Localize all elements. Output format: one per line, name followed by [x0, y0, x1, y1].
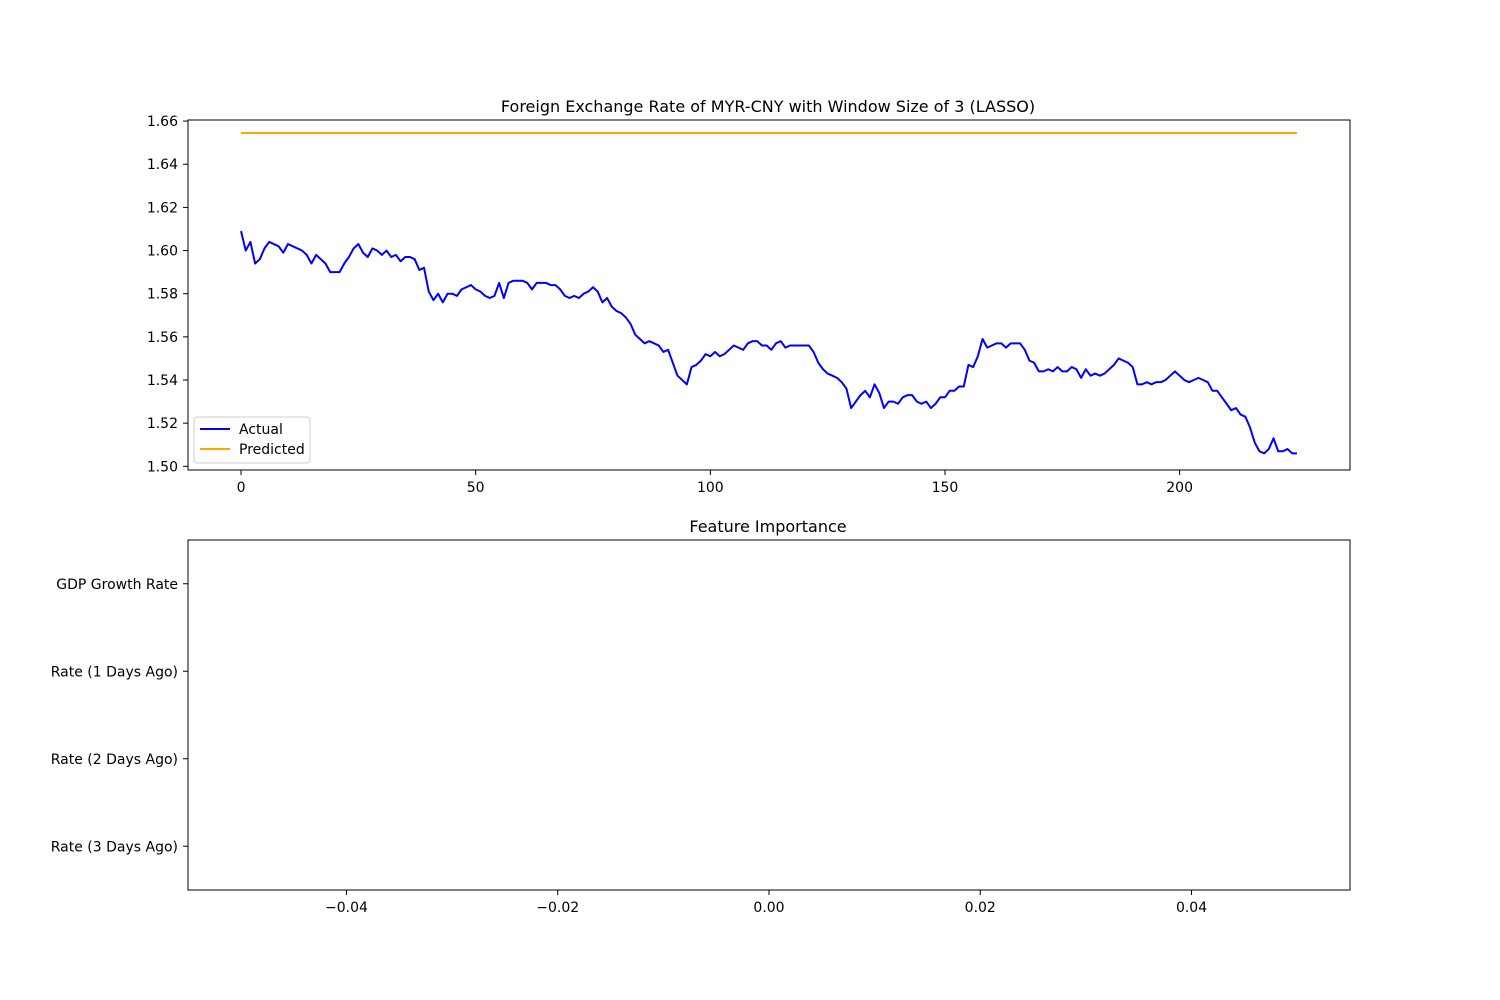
x-tick-label: 150 [932, 480, 959, 496]
series-actual-line [240, 230, 1297, 455]
exchange-rate-legend: Actual Predicted [193, 416, 311, 464]
feature-importance-panel: Feature Importance −0.04 −0.02 0.00 0.02 0.0… [51, 517, 1351, 916]
y-tick-label: 1.50 [147, 459, 178, 475]
y-tick-label: 1.58 [147, 287, 178, 303]
y-tick-label: 1.64 [147, 157, 178, 173]
x-tick-label: 50 [467, 480, 485, 496]
legend-predicted-label: Predicted [239, 442, 305, 458]
exchange-rate-panel: Foreign Exchange Rate of MYR-CNY with Wi… [147, 97, 1351, 496]
feature-importance-chart-title: Feature Importance [689, 517, 846, 536]
x-tick-label: 0.04 [1176, 900, 1207, 916]
feature-importance-y-ticks: GDP Growth Rate Rate (1 Days Ago) Rate (2 … [51, 577, 188, 855]
x-tick-label: 0 [237, 480, 246, 496]
y-tick-label: 1.62 [147, 200, 178, 216]
x-tick-label: 100 [697, 480, 724, 496]
feature-importance-x-ticks: −0.04 −0.02 0.00 0.02 0.04 [325, 890, 1207, 916]
x-tick-label: 0.02 [965, 900, 996, 916]
exchange-rate-axes-frame [187, 119, 1351, 471]
x-tick-label: 200 [1166, 480, 1193, 496]
legend-actual-label: Actual [239, 422, 283, 438]
category-label: GDP Growth Rate [56, 577, 178, 593]
exchange-rate-series-group [240, 131, 1297, 455]
y-tick-label: 1.60 [147, 244, 178, 260]
category-label: Rate (2 Days Ago) [51, 752, 178, 768]
y-tick-label: 1.66 [147, 114, 178, 130]
category-label: Rate (3 Days Ago) [51, 839, 178, 855]
exchange-rate-y-ticks: 1.50 1.52 1.54 1.56 1.58 1.60 1.62 1.64 1.66 [147, 114, 188, 475]
exchange-rate-x-ticks: 0 50 100 150 200 [237, 470, 1193, 496]
x-tick-label: −0.02 [536, 900, 579, 916]
y-tick-label: 1.56 [147, 330, 178, 346]
x-tick-label: −0.04 [325, 900, 368, 916]
x-tick-label: 0.00 [753, 900, 784, 916]
category-label: Rate (1 Days Ago) [51, 664, 178, 680]
y-tick-label: 1.54 [147, 373, 178, 389]
y-tick-label: 1.52 [147, 416, 178, 432]
exchange-rate-chart-title: Foreign Exchange Rate of MYR-CNY with Wi… [501, 97, 1035, 116]
